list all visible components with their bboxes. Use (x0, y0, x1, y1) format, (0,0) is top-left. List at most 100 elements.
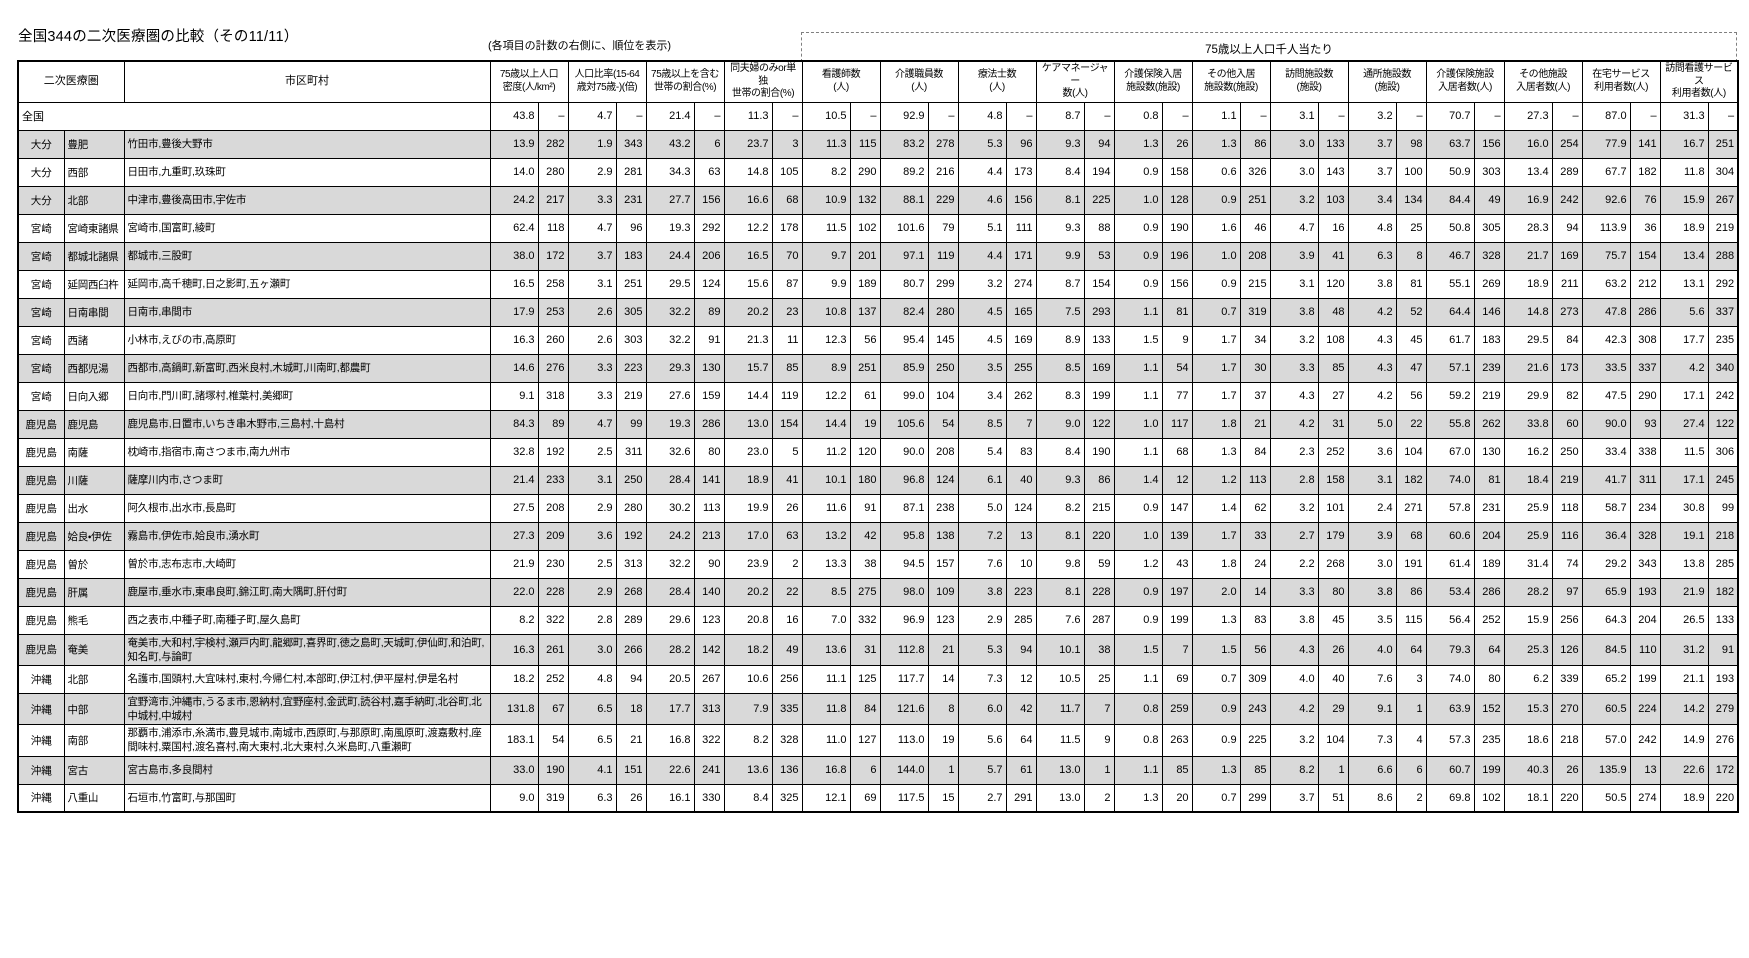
value-cell: 1.0 (1113, 521, 1163, 551)
value-cell: 4.8 (567, 664, 617, 694)
value-cell: 55.1 (1425, 269, 1475, 299)
value-cell: 3.8 (1269, 605, 1319, 635)
rank-cell: 220 (1083, 521, 1115, 551)
rank-cell: 262 (1473, 409, 1505, 439)
rank-cell: 286 (1473, 577, 1505, 607)
value-cell: 31.2 (1659, 633, 1709, 666)
rank-cell: 183 (615, 241, 647, 271)
value-cell: 9.0 (489, 783, 539, 813)
rank-cell: 124 (1005, 493, 1037, 523)
rank-cell: 101 (1317, 493, 1349, 523)
value-cell: 1.4 (1191, 493, 1241, 523)
rank-cell: 2 (771, 549, 803, 579)
rank-cell: 190 (1161, 213, 1193, 243)
rank-cell: – (1083, 101, 1115, 131)
value-cell: 3.3 (1269, 353, 1319, 383)
value-cell: 10.8 (801, 297, 851, 327)
rank-cell: 219 (1473, 381, 1505, 411)
value-cell: 7.2 (957, 521, 1007, 551)
value-cell: 27.3 (489, 521, 539, 551)
value-cell: 23.7 (723, 129, 773, 159)
value-cell: 14.4 (723, 381, 773, 411)
value-cell: 20.2 (723, 297, 773, 327)
value-cell: 61.4 (1425, 549, 1475, 579)
value-cell: 4.4 (957, 241, 1007, 271)
rank-cell: 87 (771, 269, 803, 299)
rank-cell: 259 (1161, 692, 1193, 726)
rank-cell: 233 (537, 465, 569, 495)
value-cell: 56.4 (1425, 605, 1475, 635)
rank-cell: 127 (849, 724, 881, 757)
rank-cell: 279 (1707, 692, 1739, 726)
rank-cell: 231 (1473, 493, 1505, 523)
value-cell: 22.6 (645, 755, 695, 785)
value-cell: 10.1 (1035, 633, 1085, 666)
rank-cell: 189 (1473, 549, 1505, 579)
value-cell: 135.9 (1581, 755, 1631, 785)
value-cell: 95.8 (879, 521, 929, 551)
value-cell: 3.1 (1269, 269, 1319, 299)
rank-cell: 86 (1083, 465, 1115, 495)
value-cell: 26.5 (1659, 605, 1709, 635)
rank-cell: 274 (1629, 783, 1661, 813)
rank-cell: 124 (927, 465, 959, 495)
rank-cell: 268 (615, 577, 647, 607)
value-cell: 16.0 (1503, 129, 1553, 159)
rank-cell: 228 (1083, 577, 1115, 607)
rank-cell: 83 (1239, 605, 1271, 635)
rank-cell: 292 (693, 213, 725, 243)
rank-cell: 183 (1473, 325, 1505, 355)
table-row: 宮崎 西都児湯 西都市,高鍋町,新富町,西米良村,木城町,川南町,都農町 14.6 27… (17, 353, 1739, 383)
value-cell: 2.6 (567, 297, 617, 327)
value-cell: 8.2 (723, 724, 773, 757)
rank-cell: 140 (693, 577, 725, 607)
value-cell: 84.3 (489, 409, 539, 439)
value-cell: 1.4 (1113, 465, 1163, 495)
value-cell: 17.7 (645, 692, 695, 726)
rank-cell: 328 (1473, 241, 1505, 271)
value-cell: 3.3 (1269, 577, 1319, 607)
value-cell: 1.5 (1113, 633, 1163, 666)
value-cell: 7.3 (1347, 724, 1397, 757)
rank-cell: 51 (1317, 783, 1349, 813)
rank-cell: 288 (1707, 241, 1739, 271)
rank-cell: 308 (1629, 325, 1661, 355)
value-cell: 50.5 (1581, 783, 1631, 813)
rank-cell: 118 (1551, 493, 1583, 523)
rank-cell: 104 (927, 381, 959, 411)
rank-cell: 280 (615, 493, 647, 523)
value-cell: 16.3 (489, 325, 539, 355)
rank-cell: 5 (771, 437, 803, 467)
rank-cell: 93 (1629, 409, 1661, 439)
value-cell: 0.9 (1113, 213, 1163, 243)
value-cell: 5.0 (957, 493, 1007, 523)
rank-cell: 99 (615, 409, 647, 439)
rank-cell: 116 (1551, 521, 1583, 551)
rank-cell: 332 (849, 605, 881, 635)
rank-cell: 84 (1551, 325, 1583, 355)
rank-cell: 282 (537, 129, 569, 159)
rank-cell: 211 (1551, 269, 1583, 299)
rank-cell: – (1161, 101, 1193, 131)
rank-cell: 242 (1551, 185, 1583, 215)
value-cell: 8.9 (1035, 325, 1085, 355)
medical-area-cell: 川薩 (63, 465, 125, 495)
rank-cell: 218 (1707, 521, 1739, 551)
rank-cell: 80 (693, 437, 725, 467)
rank-cell: 173 (1005, 157, 1037, 187)
value-cell: 25.9 (1503, 493, 1553, 523)
rank-cell: 133 (1707, 605, 1739, 635)
rank-cell: 154 (1629, 241, 1661, 271)
value-cell: 1.1 (1113, 381, 1163, 411)
rank-cell: 34 (1239, 325, 1271, 355)
municipalities-cell: 鹿児島市,日置市,いちき串木野市,三島村,十島村 (123, 409, 491, 439)
rank-cell: 238 (927, 493, 959, 523)
prefecture-cell: 鹿児島 (17, 577, 65, 607)
rank-cell: 18 (615, 692, 647, 726)
value-cell: 1.1 (1191, 101, 1241, 131)
value-cell: 74.0 (1425, 664, 1475, 694)
value-cell: 3.0 (1347, 549, 1397, 579)
value-cell: 4.3 (1347, 325, 1397, 355)
rank-cell: 242 (1707, 381, 1739, 411)
value-cell: 0.9 (1191, 724, 1241, 757)
